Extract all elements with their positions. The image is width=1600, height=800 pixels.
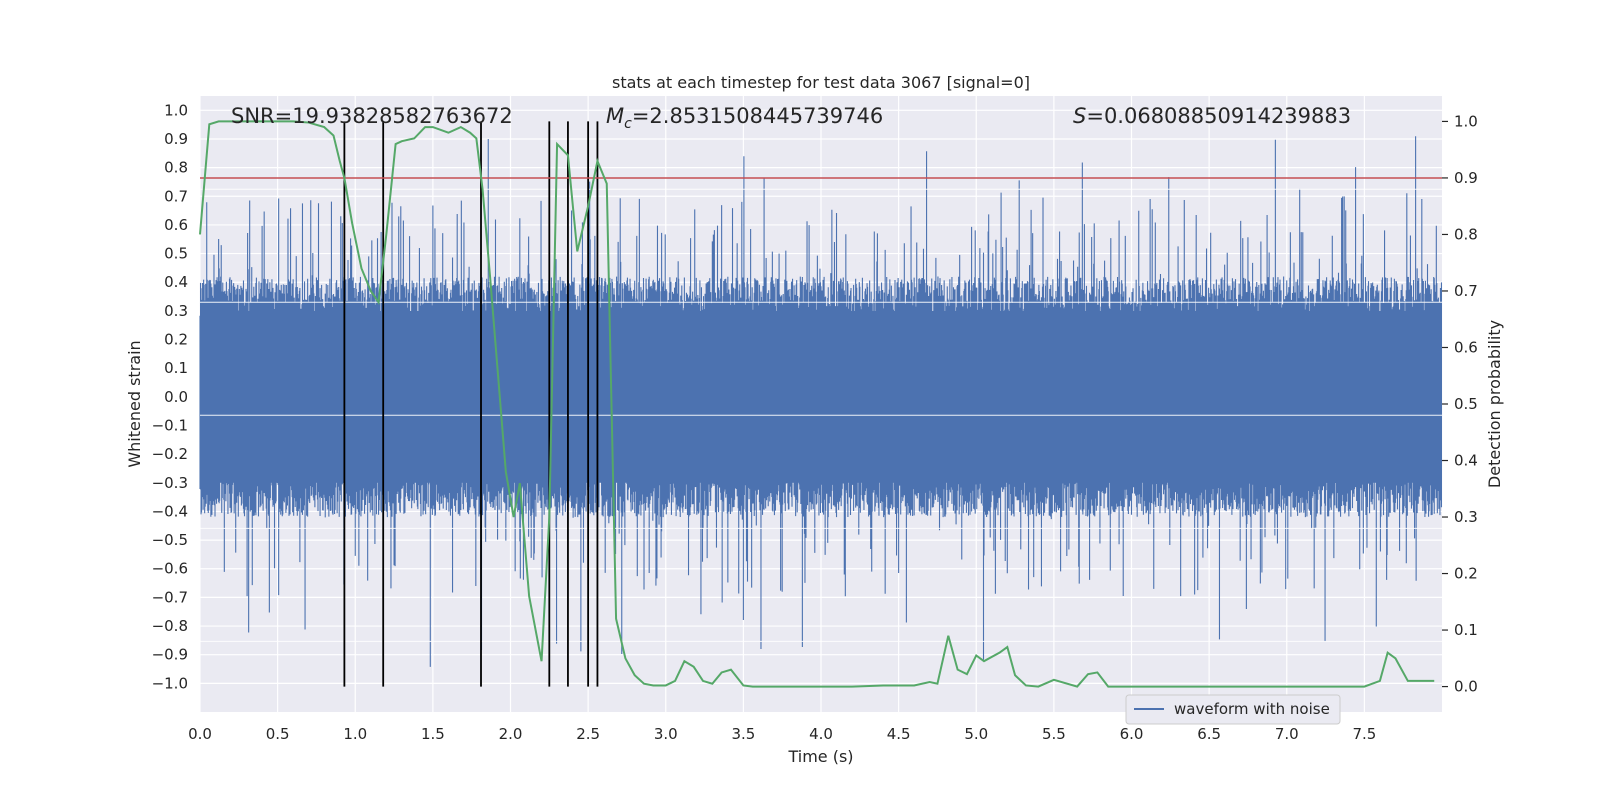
chirp-mass-subscript: c — [624, 116, 632, 132]
y2-tick-label: 0.4 — [1454, 452, 1478, 470]
y2-tick-label: 1.0 — [1454, 112, 1478, 130]
s-symbol: S — [1073, 104, 1086, 128]
chirp-mass-annotation: Mc=2.8531508445739746 — [606, 104, 883, 132]
x-tick-label: 1.0 — [343, 725, 367, 743]
y2-axis-ticks: 1.0 0.9 0.8 0.7 0.6 0.5 0.4 0.3 0.2 0.1 0.0 — [1442, 112, 1478, 696]
chirp-mass-value: =2.8531508445739746 — [632, 104, 883, 128]
y-tick-label: −1.0 — [152, 674, 188, 692]
y-tick-label: 1.0 — [164, 101, 188, 119]
chirp-mass-symbol: M — [606, 104, 624, 128]
y-tick-label: −0.7 — [152, 588, 188, 606]
y-axis-ticks: 1.0 0.9 0.8 0.7 0.6 0.5 0.4 0.3 0.2 0.1 0.0 −0.1 −0.… — [152, 101, 188, 692]
y2-tick-label: 0.5 — [1454, 395, 1478, 413]
y-tick-label: −0.4 — [152, 502, 188, 520]
x-tick-label: 4.5 — [887, 725, 911, 743]
y-tick-label: −0.9 — [152, 646, 188, 664]
y2-tick-label: 0.0 — [1454, 678, 1478, 696]
x-tick-label: 5.5 — [1042, 725, 1066, 743]
y-tick-label: 0.8 — [164, 159, 188, 177]
y-tick-label: 0.1 — [164, 359, 188, 377]
waveform-series — [199, 136, 1443, 667]
x-tick-label: 0.0 — [188, 725, 212, 743]
y2-tick-label: 0.8 — [1454, 225, 1478, 243]
x-axis-ticks: 0.0 0.5 1.0 1.5 2.0 2.5 3.0 3.5 4.0 4.5 5.0 5.5 6.0 6… — [188, 725, 1376, 743]
y2-tick-label: 0.9 — [1454, 169, 1478, 187]
y2-axis-label: Detection probability — [1485, 320, 1504, 488]
y-tick-label: −0.6 — [152, 560, 188, 578]
y-tick-label: −0.1 — [152, 416, 188, 434]
y-tick-label: 0.6 — [164, 216, 188, 234]
y2-tick-label: 0.3 — [1454, 508, 1478, 526]
y-tick-label: 0.7 — [164, 187, 188, 205]
x-tick-label: 3.5 — [731, 725, 755, 743]
y-tick-label: 0.3 — [164, 302, 188, 320]
y-tick-label: 0.9 — [164, 130, 188, 148]
y-tick-label: −0.8 — [152, 617, 188, 635]
x-tick-label: 2.5 — [576, 725, 600, 743]
y-tick-label: 0.5 — [164, 245, 188, 263]
chart-title: stats at each timestep for test data 306… — [612, 73, 1030, 92]
y-tick-label: 0.2 — [164, 331, 188, 349]
y-tick-label: −0.3 — [152, 474, 188, 492]
y-axis-label: Whitened strain — [125, 340, 144, 467]
x-tick-label: 2.0 — [499, 725, 523, 743]
x-tick-label: 7.0 — [1275, 725, 1299, 743]
y2-tick-label: 0.7 — [1454, 282, 1478, 300]
event-lines — [343, 121, 599, 687]
x-tick-label: 0.5 — [266, 725, 290, 743]
y2-tick-label: 0.1 — [1454, 621, 1478, 639]
legend-label: waveform with noise — [1174, 700, 1330, 718]
x-tick-label: 6.5 — [1197, 725, 1221, 743]
y-tick-label: 0.0 — [164, 388, 188, 406]
x-tick-label: 1.5 — [421, 725, 445, 743]
x-tick-label: 7.5 — [1352, 725, 1376, 743]
x-tick-label: 3.0 — [654, 725, 678, 743]
y2-tick-label: 0.2 — [1454, 565, 1478, 583]
y-tick-label: 0.4 — [164, 273, 188, 291]
x-axis-label: Time (s) — [787, 747, 853, 766]
x-tick-label: 6.0 — [1120, 725, 1144, 743]
legend-box — [1125, 694, 1341, 725]
waveform-core — [200, 310, 1442, 483]
y2-tick-label: 0.6 — [1454, 338, 1478, 356]
y-tick-label: −0.5 — [152, 531, 188, 549]
x-tick-label: 5.0 — [964, 725, 988, 743]
legend: waveform with noise — [1125, 694, 1341, 725]
snr-annotation: SNR=19.93828582763672 — [231, 104, 513, 128]
y-tick-label: −0.2 — [152, 445, 188, 463]
detection-probability-line — [199, 120, 1435, 688]
x-tick-label: 4.0 — [809, 725, 833, 743]
s-annotation: S=0.06808850914239883 — [1073, 104, 1351, 128]
s-value: =0.06808850914239883 — [1086, 104, 1351, 128]
